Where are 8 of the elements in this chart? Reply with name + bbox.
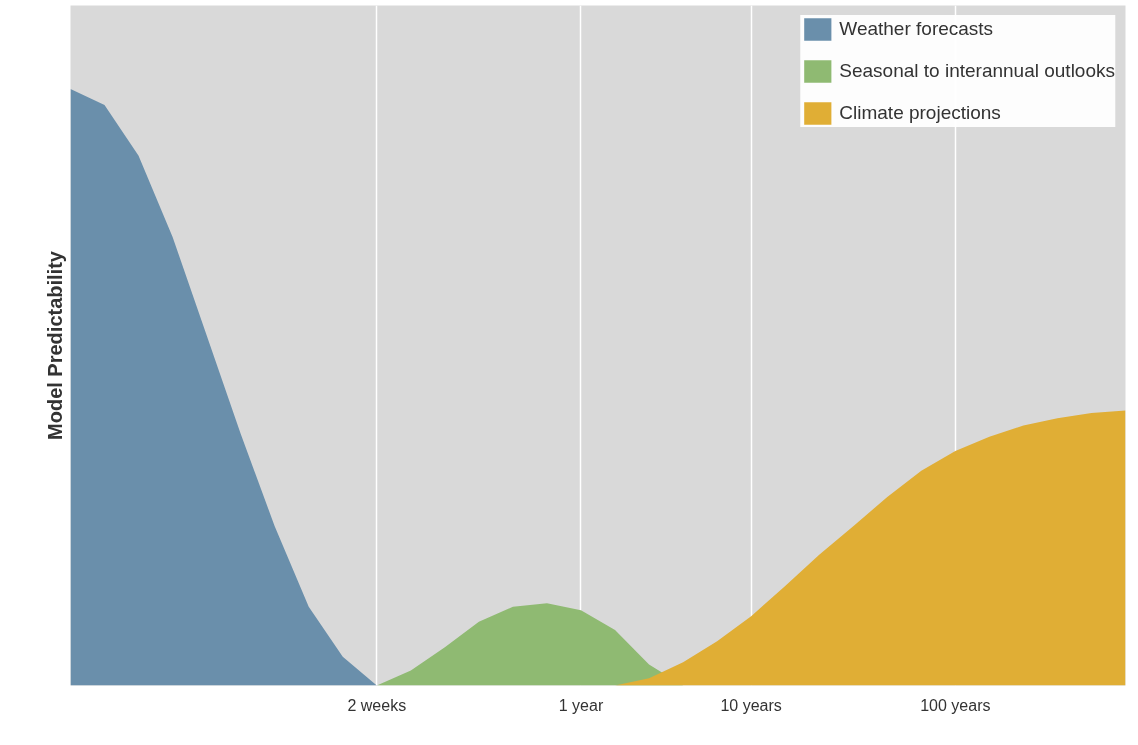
legend-label: Climate projections <box>839 102 1001 124</box>
x-tick-label: 100 years <box>920 696 991 714</box>
legend-label: Seasonal to interannual outlooks <box>839 60 1115 82</box>
y-axis-title: Model Predictability <box>43 250 66 440</box>
x-tick-label: 1 year <box>558 696 604 714</box>
x-tick-label: 2 weeks <box>347 696 407 714</box>
legend-label: Weather forecasts <box>839 18 994 40</box>
x-tick-label: 10 years <box>720 696 782 714</box>
